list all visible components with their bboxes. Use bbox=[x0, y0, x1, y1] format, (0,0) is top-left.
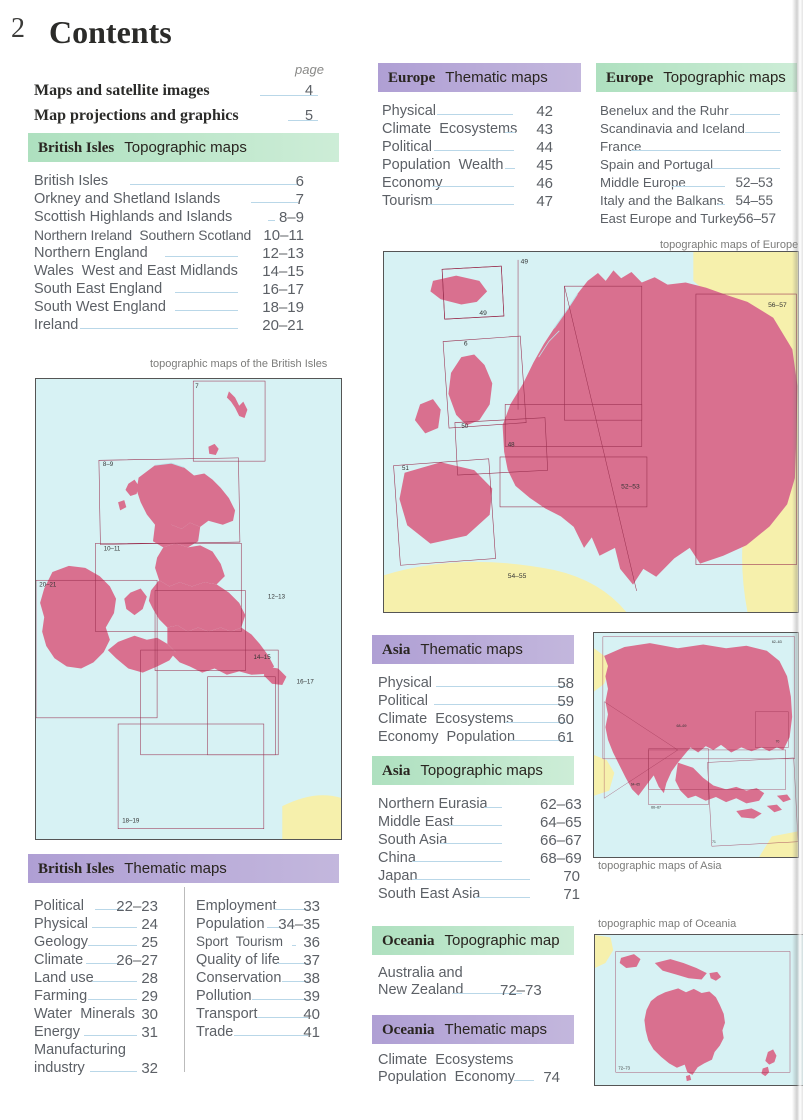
svg-text:54–55: 54–55 bbox=[508, 573, 527, 580]
svg-text:8–9: 8–9 bbox=[103, 461, 114, 468]
svg-text:49: 49 bbox=[521, 259, 529, 266]
svg-text:56–57: 56–57 bbox=[768, 302, 787, 309]
svg-text:64–65: 64–65 bbox=[631, 783, 640, 787]
svg-text:52–53: 52–53 bbox=[621, 483, 640, 490]
svg-text:62–63: 62–63 bbox=[772, 640, 782, 644]
svg-text:6: 6 bbox=[464, 340, 468, 347]
svg-text:10–11: 10–11 bbox=[104, 546, 121, 553]
svg-text:72–73: 72–73 bbox=[618, 1066, 630, 1071]
svg-text:66–67: 66–67 bbox=[651, 805, 661, 809]
svg-text:18–19: 18–19 bbox=[122, 818, 140, 825]
svg-text:68–69: 68–69 bbox=[677, 724, 687, 728]
svg-text:51: 51 bbox=[402, 465, 409, 472]
svg-text:49: 49 bbox=[479, 310, 487, 317]
svg-text:70: 70 bbox=[776, 739, 780, 743]
svg-text:48: 48 bbox=[508, 441, 515, 448]
svg-text:20–21: 20–21 bbox=[39, 581, 57, 588]
svg-text:7: 7 bbox=[195, 383, 199, 390]
svg-text:50: 50 bbox=[461, 423, 468, 430]
svg-text:14–15: 14–15 bbox=[254, 654, 272, 661]
svg-text:16–17: 16–17 bbox=[297, 679, 315, 686]
svg-text:71: 71 bbox=[712, 840, 716, 844]
svg-text:12–13: 12–13 bbox=[268, 594, 286, 601]
